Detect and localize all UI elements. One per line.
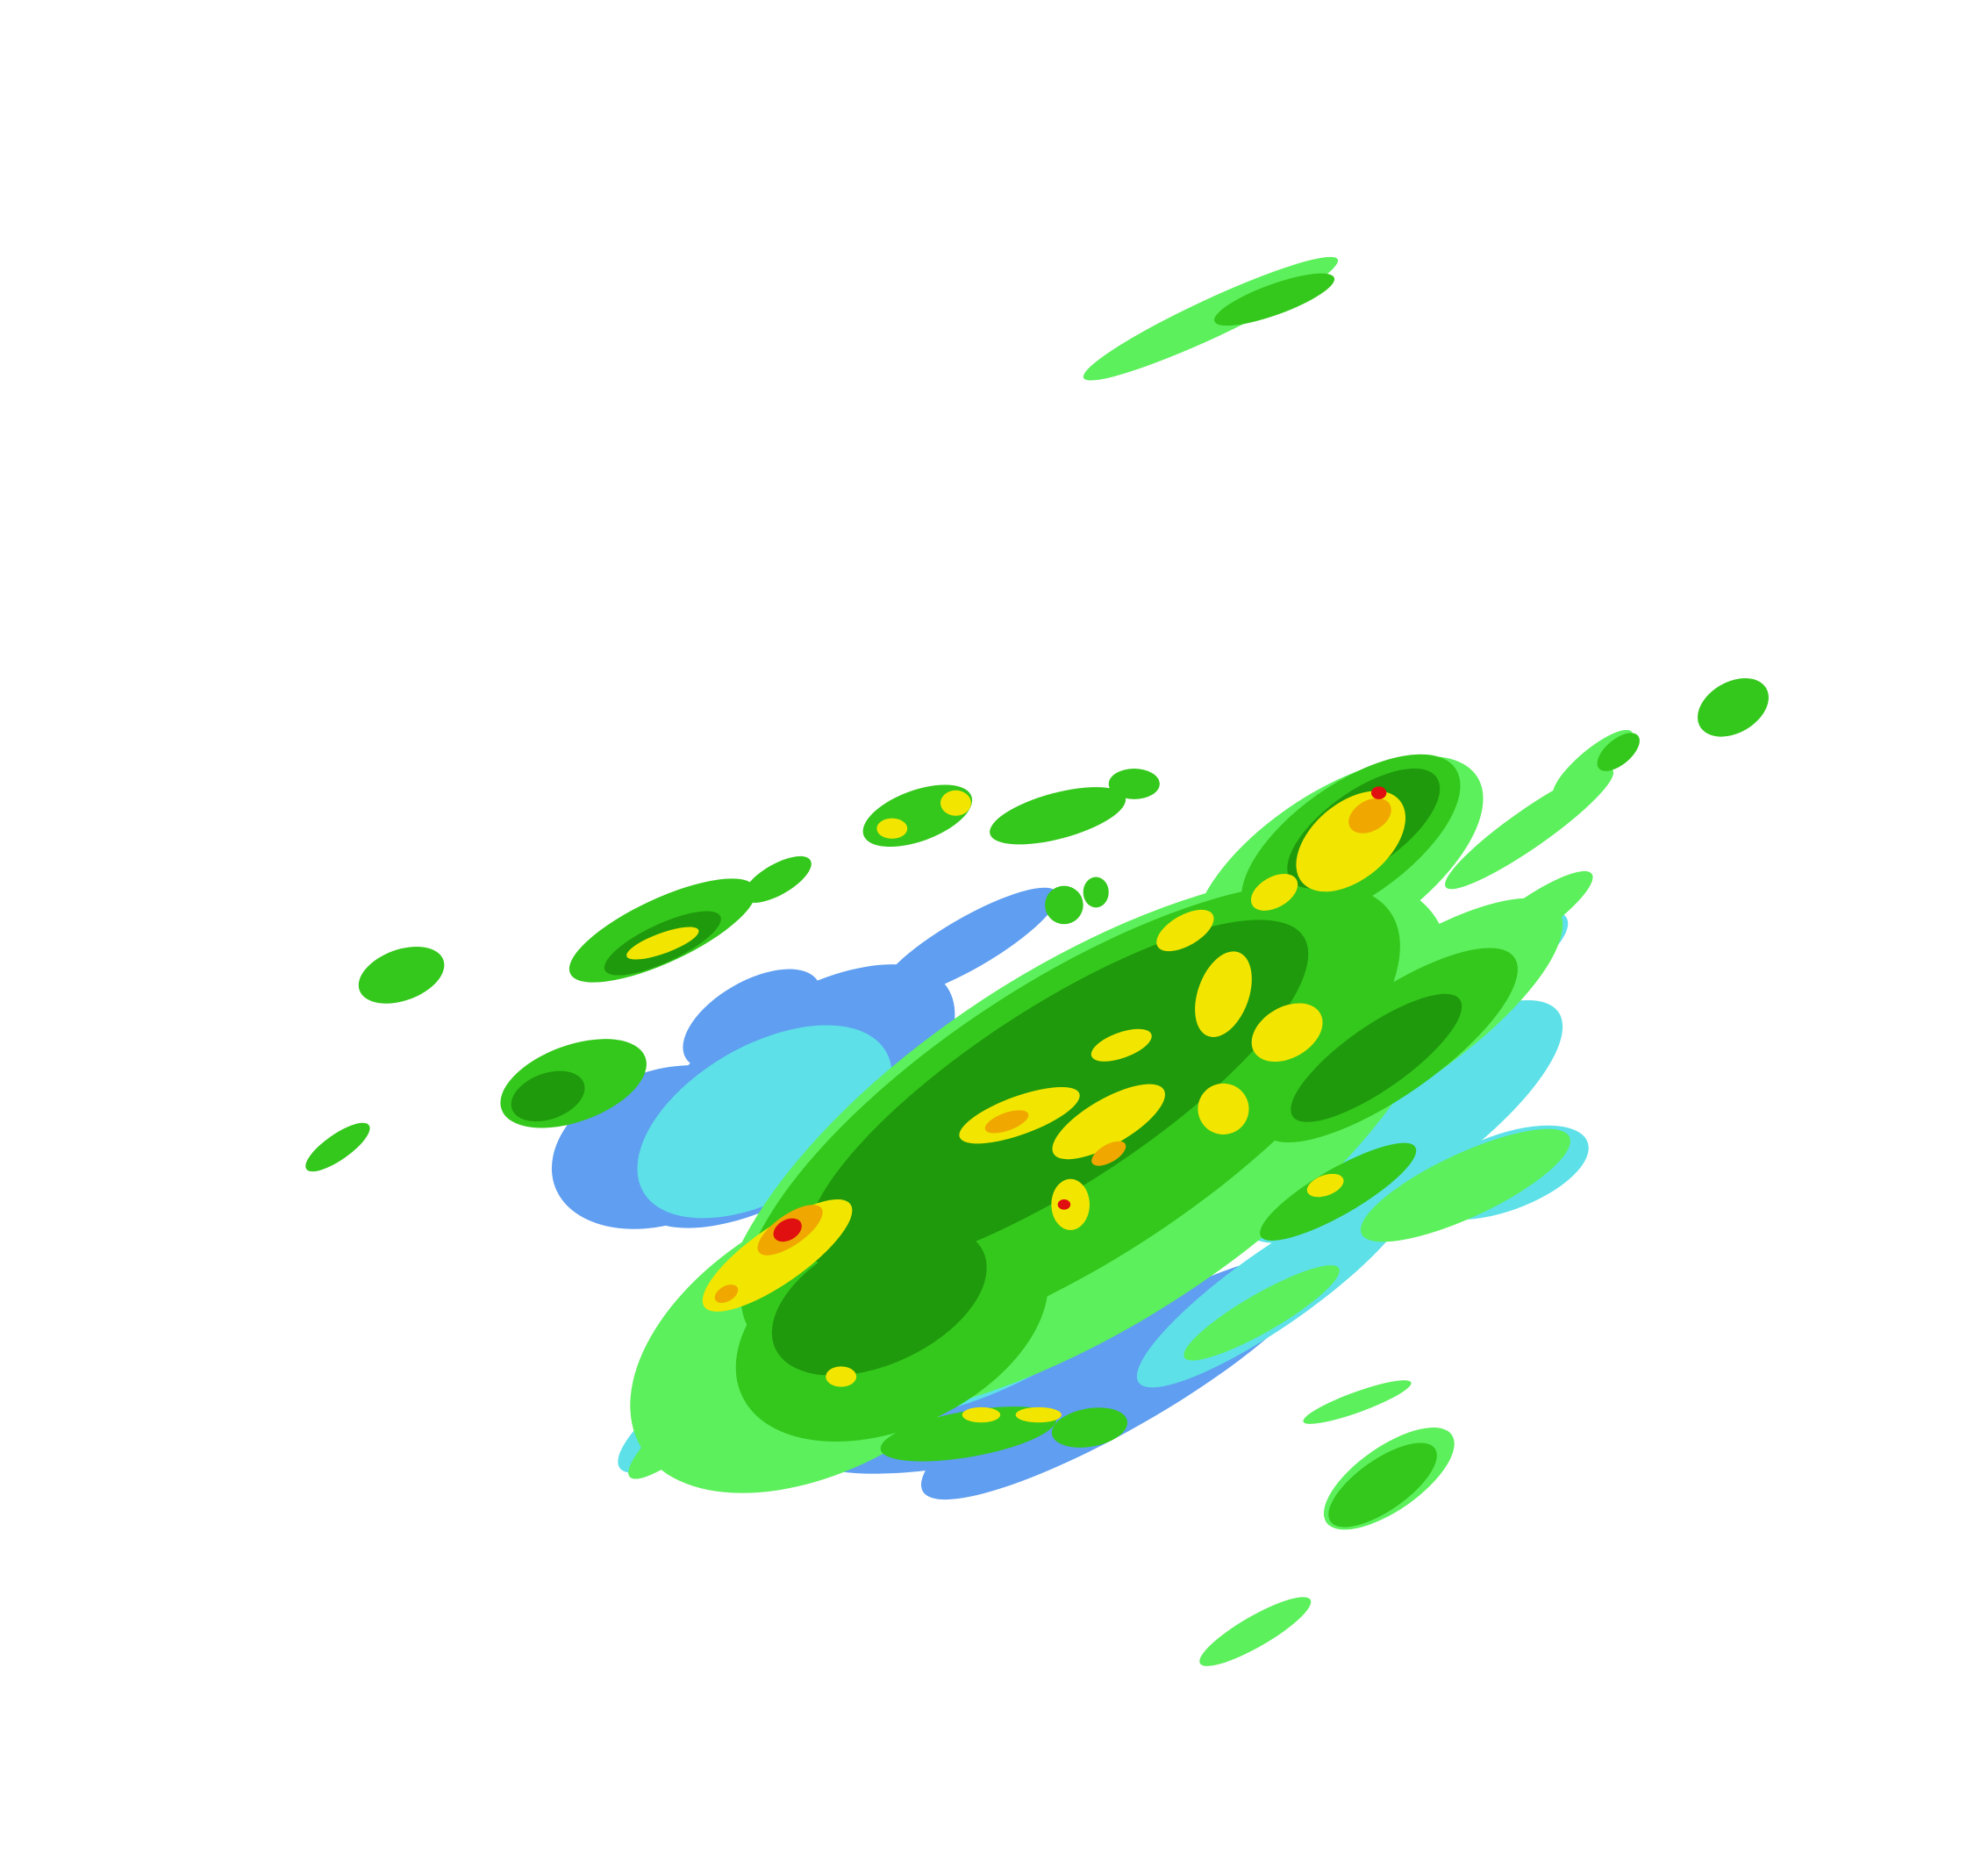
- echo-yellow: [1195, 951, 1252, 1037]
- echo-yellow: [1052, 1084, 1165, 1160]
- echo-yellow: [1306, 1173, 1344, 1198]
- echo-dark-green: [771, 1224, 987, 1376]
- echo-green: [1108, 769, 1160, 799]
- echo-green: [1260, 1142, 1417, 1241]
- echo-dark-green: [1291, 993, 1462, 1122]
- precipitation-layers: [305, 256, 1769, 1666]
- echo-orange: [714, 1285, 739, 1304]
- echo-light-green: [1199, 1597, 1312, 1666]
- echo-light-green: [1465, 870, 1593, 965]
- echo-light-green: [1083, 256, 1339, 381]
- echo-green: [1051, 1407, 1128, 1448]
- echo-orange: [1091, 1141, 1126, 1166]
- echo-red: [773, 1218, 802, 1242]
- echo-green: [1597, 733, 1640, 771]
- echo-light-green: [628, 1376, 748, 1479]
- echo-green: [1214, 273, 1335, 326]
- echo-yellow: [826, 1366, 857, 1387]
- echo-orange: [984, 1110, 1029, 1134]
- echo-yellow: [962, 1406, 1001, 1423]
- echo-yellow: [1091, 1028, 1152, 1062]
- echo-light-blue: [879, 887, 1058, 999]
- echo-green: [1328, 1442, 1437, 1528]
- echo-yellow: [626, 927, 699, 960]
- echo-dark-green: [511, 1070, 585, 1122]
- echo-green: [880, 1406, 1057, 1462]
- echo-orange: [1348, 798, 1391, 834]
- echo-green: [990, 787, 1126, 845]
- echo-green: [1045, 885, 1083, 925]
- echo-yellow: [940, 790, 971, 816]
- echo-yellow: [876, 818, 908, 839]
- echo-green: [862, 784, 973, 848]
- echo-light-blue: [683, 969, 821, 1070]
- echo-red: [1370, 786, 1387, 799]
- echo-green: [358, 946, 445, 1004]
- echo-yellow: [1250, 873, 1298, 911]
- echo-green: [743, 855, 812, 903]
- echo-yellow: [1198, 1083, 1249, 1134]
- echo-green: [1083, 877, 1109, 908]
- echo-yellow: [1156, 909, 1214, 952]
- echo-light-green: [1184, 1265, 1340, 1361]
- echo-light-green: [1445, 768, 1614, 890]
- echo-green: [305, 1122, 370, 1172]
- echo-yellow: [1251, 1003, 1323, 1063]
- echo-light-green: [1360, 1128, 1570, 1242]
- echo-light-green: [1303, 1380, 1412, 1424]
- echo-yellow: [1015, 1406, 1062, 1423]
- echo-red: [1057, 1199, 1071, 1210]
- echo-green: [1698, 677, 1769, 737]
